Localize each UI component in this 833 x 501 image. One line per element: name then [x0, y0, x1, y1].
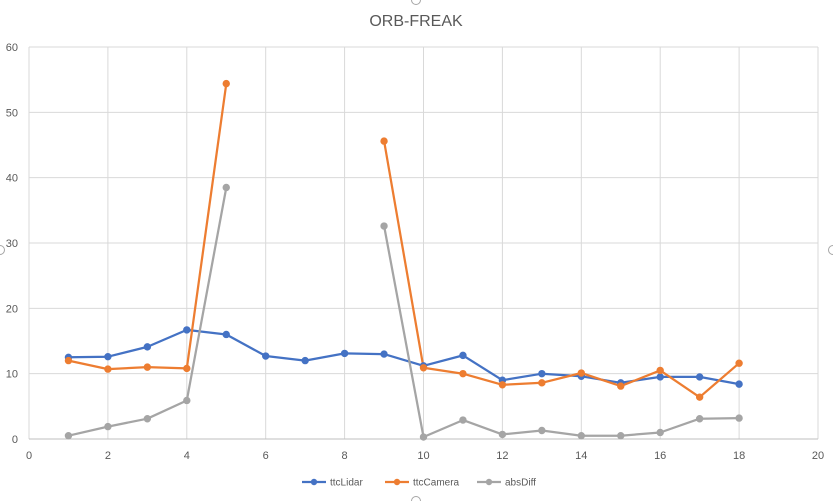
- data-point-ttcLidar: [538, 369, 546, 378]
- data-point-ttcLidar: [340, 349, 349, 358]
- legend-label-ttcCamera: ttcCamera: [413, 478, 460, 489]
- legend-marker-absDiff: [485, 478, 493, 486]
- data-point-ttcCamera: [498, 381, 507, 389]
- data-point-ttcLidar: [380, 350, 388, 358]
- data-point-ttcCamera: [380, 137, 388, 145]
- y-tick-label: 20: [6, 303, 18, 315]
- data-point-ttcCamera: [656, 366, 664, 375]
- y-tick-label: 0: [12, 434, 18, 446]
- series-line-absDiff: [68, 187, 228, 437]
- data-point-ttcLidar: [143, 343, 152, 351]
- x-tick-label: 6: [263, 450, 269, 462]
- data-point-ttcCamera: [577, 369, 585, 377]
- data-point-absDiff: [380, 222, 388, 230]
- x-tick-label: 14: [575, 450, 587, 462]
- resize-handle: [411, 496, 421, 501]
- data-point-ttcLidar: [104, 352, 112, 361]
- data-point-absDiff: [459, 416, 467, 424]
- resize-handle: [411, 0, 421, 5]
- data-point-absDiff: [143, 415, 152, 423]
- x-tick-label: 4: [184, 450, 190, 462]
- data-point-ttcCamera: [459, 369, 467, 378]
- data-point-ttcCamera: [104, 365, 112, 373]
- series-line-ttcCamera: [382, 140, 740, 399]
- data-point-ttcCamera: [695, 393, 704, 401]
- data-point-absDiff: [222, 183, 230, 192]
- legend-marker-ttcCamera: [393, 478, 401, 486]
- x-tick-label: 0: [26, 450, 32, 462]
- data-point-absDiff: [538, 426, 546, 435]
- data-point-ttcLidar: [656, 373, 664, 381]
- resize-handle: [828, 245, 833, 255]
- data-point-ttcCamera: [419, 364, 428, 372]
- data-point-ttcCamera: [222, 79, 230, 88]
- x-tick-label: 16: [654, 450, 666, 462]
- data-point-ttcCamera: [143, 363, 152, 371]
- series-line-ttcCamera: [68, 83, 228, 371]
- legend-label-ttcLidar: ttcLidar: [330, 478, 363, 489]
- y-tick-label: 40: [6, 173, 18, 185]
- data-point-absDiff: [419, 433, 428, 441]
- axes: 0 2 4 6 8 10 12 14 16 18 20 0 10 20 30 40 50 60: [6, 42, 824, 462]
- y-tick-label: 30: [6, 238, 18, 250]
- data-point-absDiff: [656, 428, 664, 437]
- legend-marker-ttcLidar: [310, 478, 318, 486]
- legend: ttcLidar ttcCamera absDiff: [302, 478, 536, 489]
- x-tick-label: 12: [496, 450, 508, 462]
- data-point-ttcLidar: [459, 351, 467, 360]
- data-point-ttcLidar: [183, 326, 191, 334]
- data-point-absDiff: [735, 414, 743, 422]
- data-point-ttcLidar: [695, 373, 704, 381]
- series-markers: [64, 79, 743, 441]
- data-point-absDiff: [695, 415, 704, 423]
- data-point-absDiff: [183, 396, 191, 405]
- data-point-ttcCamera: [183, 364, 191, 373]
- data-point-ttcLidar: [301, 356, 309, 365]
- data-point-ttcCamera: [617, 382, 625, 390]
- y-tick-label: 50: [6, 107, 18, 119]
- data-point-ttcCamera: [64, 356, 73, 365]
- x-tick-label: 20: [812, 450, 824, 462]
- data-point-ttcCamera: [538, 379, 546, 387]
- series-lines: [68, 83, 740, 439]
- y-tick-label: 60: [6, 42, 18, 54]
- chart-title: ORB-FREAK: [369, 13, 463, 30]
- data-point-absDiff: [104, 422, 112, 431]
- data-point-ttcLidar: [262, 352, 270, 360]
- data-point-absDiff: [617, 432, 625, 440]
- data-point-absDiff: [498, 430, 507, 439]
- data-point-absDiff: [64, 432, 73, 440]
- x-tick-label: 18: [733, 450, 745, 462]
- data-point-ttcLidar: [222, 330, 230, 339]
- data-point-absDiff: [577, 432, 585, 440]
- data-point-ttcLidar: [735, 380, 743, 388]
- x-tick-label: 8: [342, 450, 348, 462]
- series-line-ttcLidar: [68, 328, 740, 386]
- data-point-ttcCamera: [735, 359, 743, 367]
- x-tick-label: 2: [105, 450, 111, 462]
- legend-label-absDiff: absDiff: [505, 478, 536, 489]
- x-tick-label: 10: [417, 450, 429, 462]
- series-line-absDiff: [382, 225, 740, 439]
- resize-handle: [0, 245, 5, 255]
- y-tick-label: 10: [6, 369, 18, 381]
